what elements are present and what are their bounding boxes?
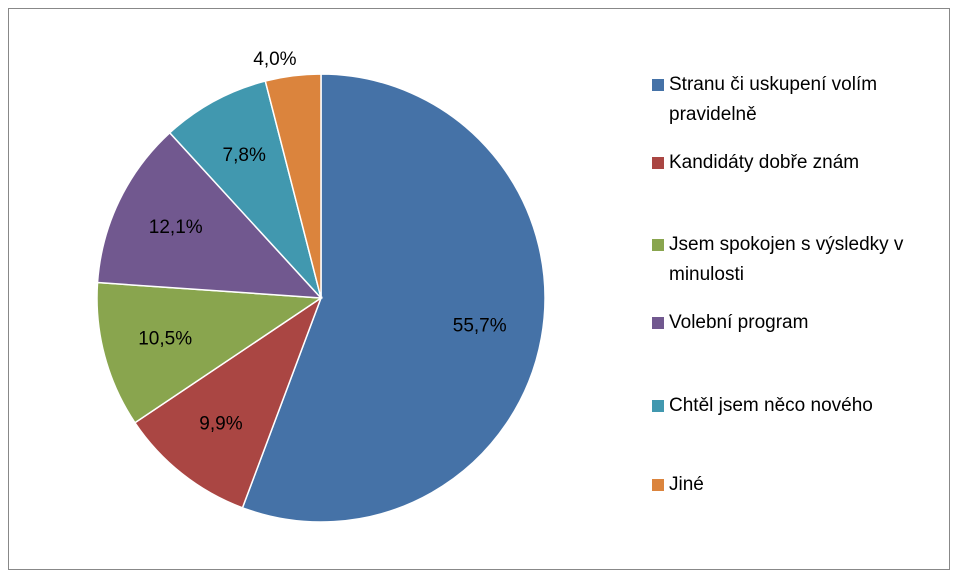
legend-label: Volební program bbox=[669, 312, 809, 333]
data-label: 9,9% bbox=[199, 414, 242, 435]
chart-frame bbox=[8, 8, 950, 570]
legend-item: Chtěl jsem něco nového bbox=[652, 391, 942, 421]
legend-label: Stranu či uskupení volím pravidelně bbox=[669, 74, 878, 125]
pie-slice bbox=[96, 131, 323, 299]
legend-swatch bbox=[652, 317, 664, 329]
legend-item: Kandidáty dobře znám bbox=[652, 148, 942, 178]
pie-slice bbox=[133, 296, 323, 509]
legend-label: Jsem spokojen s výsledky v minulosti bbox=[669, 234, 904, 285]
legend-item: Stranu či uskupení volím pravidelně bbox=[652, 70, 942, 130]
legend-item: Volební program bbox=[652, 308, 942, 338]
data-label: 7,8% bbox=[223, 145, 266, 166]
legend-label: Chtěl jsem něco nového bbox=[669, 395, 873, 416]
data-label: 12,1% bbox=[149, 217, 203, 238]
legend-label: Kandidáty dobře znám bbox=[669, 152, 860, 173]
legend-swatch bbox=[652, 400, 664, 412]
legend-swatch bbox=[652, 79, 664, 91]
data-label: 10,5% bbox=[138, 329, 192, 350]
pie-slice bbox=[168, 80, 322, 299]
legend-item: Jsem spokojen s výsledky v minulosti bbox=[652, 230, 942, 290]
data-label: 4,0% bbox=[253, 49, 296, 70]
pie-slice bbox=[241, 73, 546, 523]
legend-item: Jiné bbox=[652, 470, 942, 500]
legend-swatch bbox=[652, 479, 664, 491]
legend-label: Jiné bbox=[669, 474, 704, 495]
data-label: 55,7% bbox=[453, 316, 507, 337]
pie-slice bbox=[96, 281, 324, 424]
pie-slice bbox=[264, 73, 322, 299]
legend-swatch bbox=[652, 239, 664, 251]
legend-swatch bbox=[652, 157, 664, 169]
